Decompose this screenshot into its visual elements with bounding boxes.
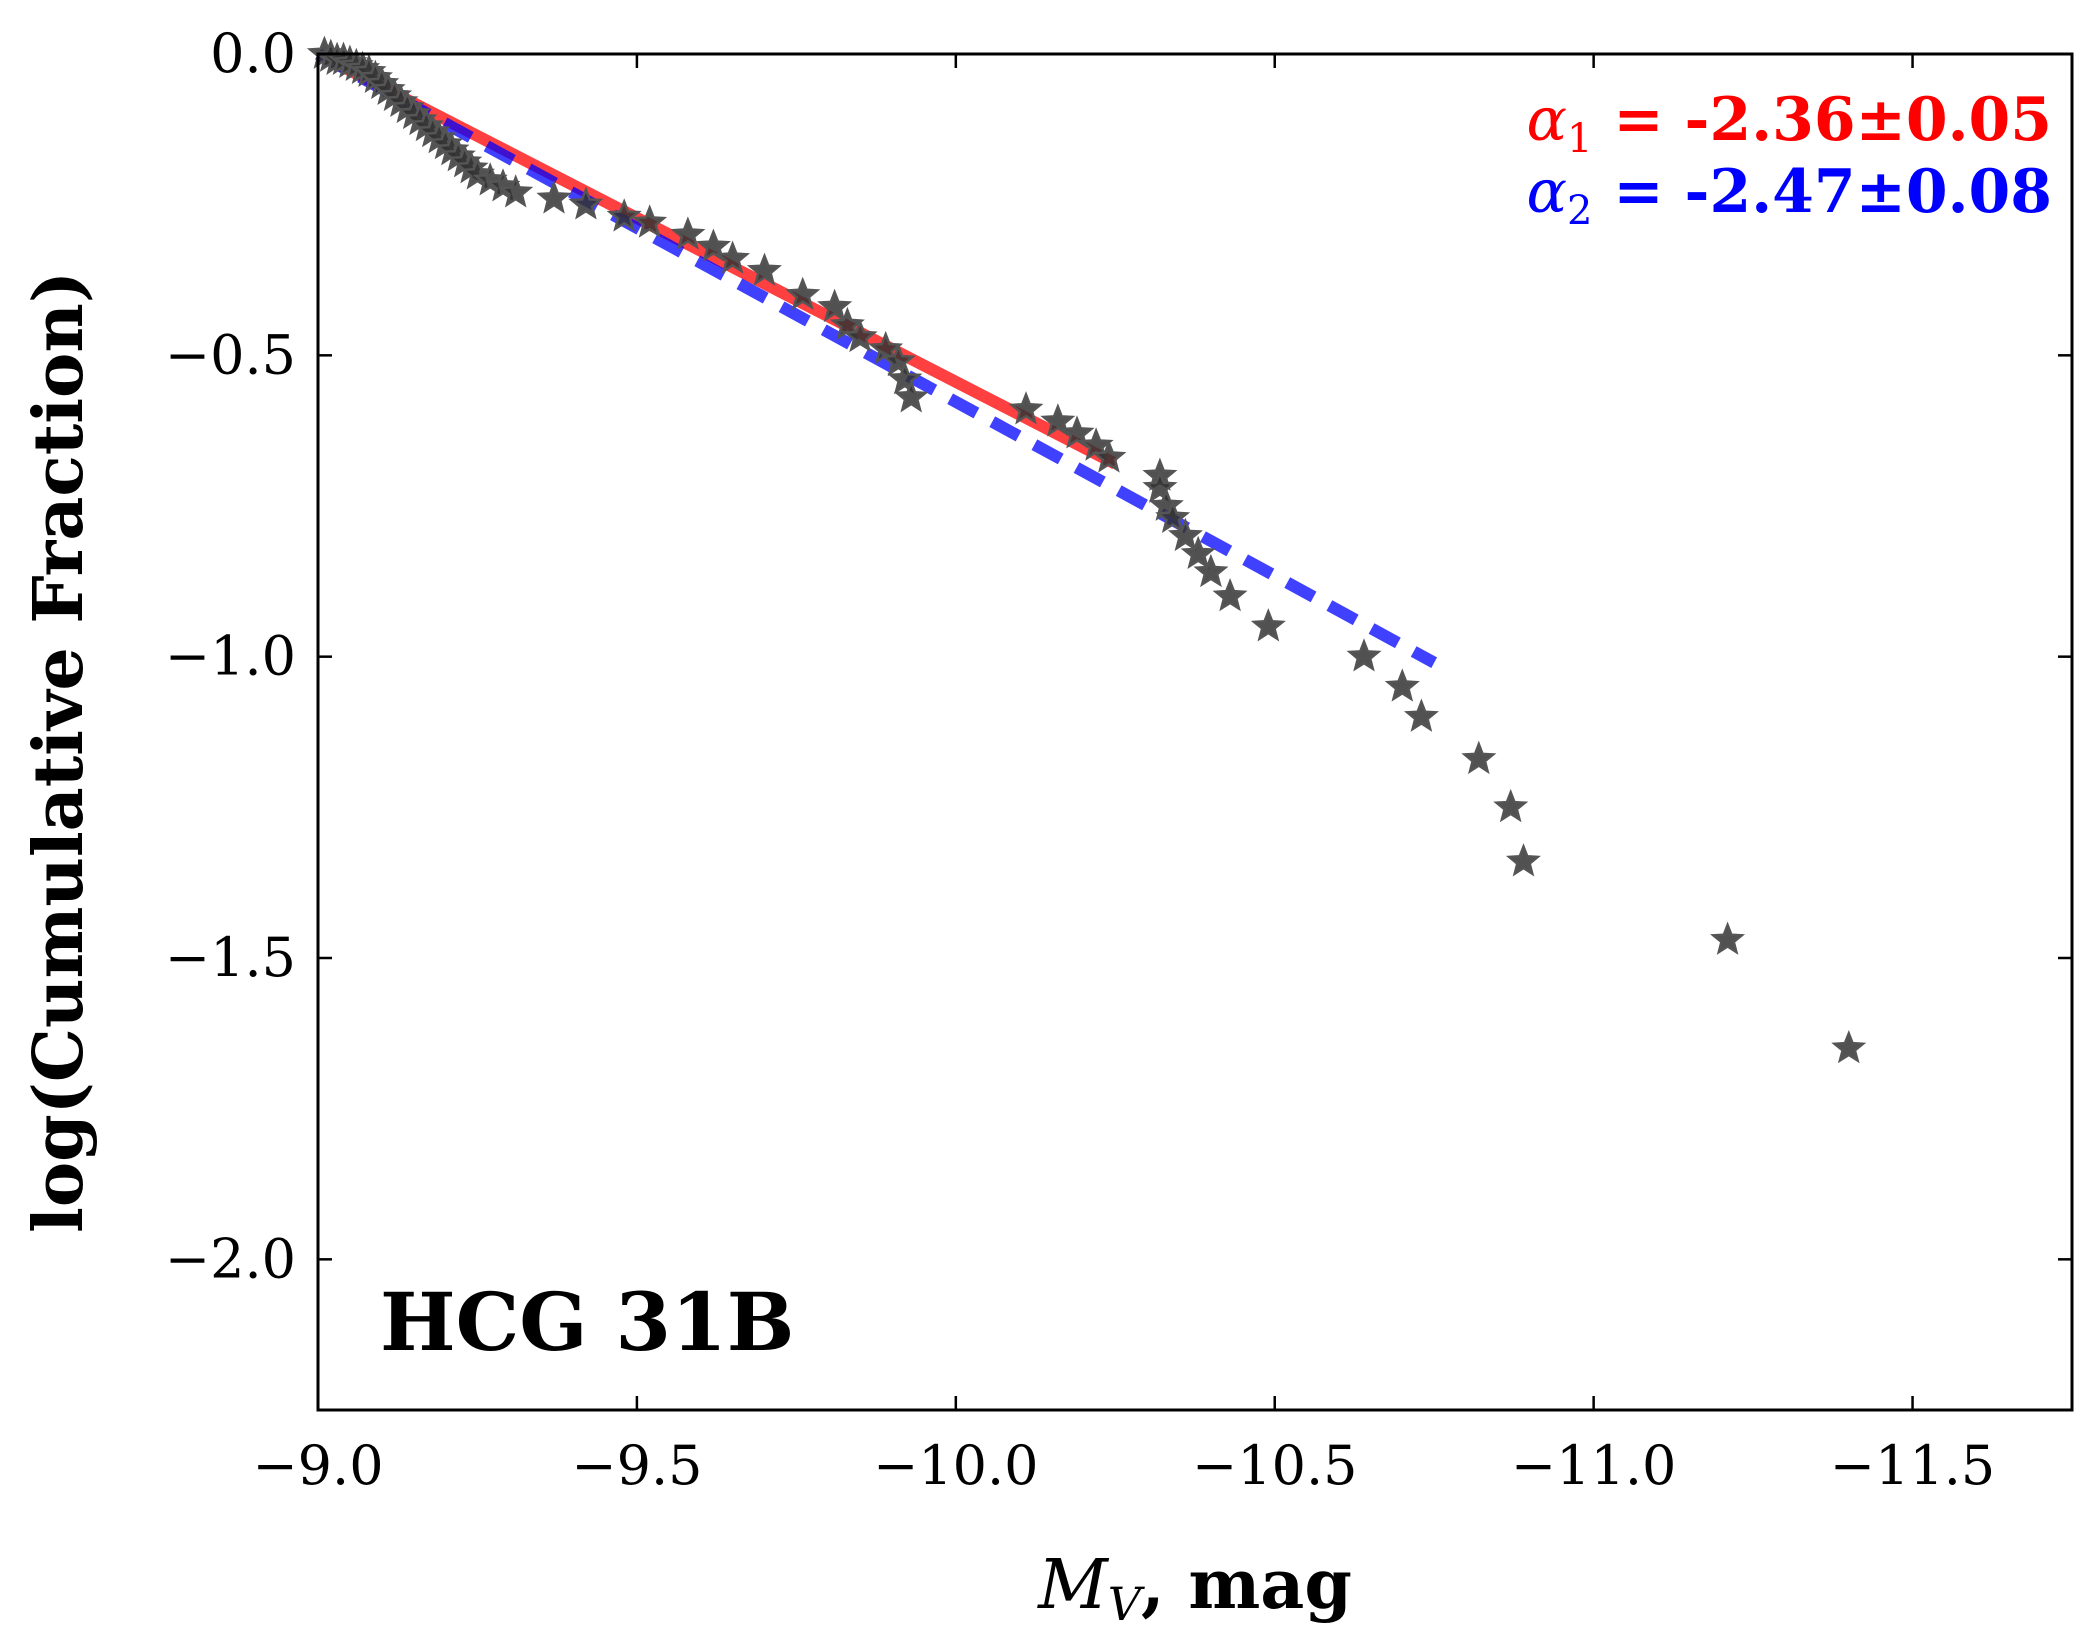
x-axis-symbol: M	[1036, 1546, 1110, 1625]
x-axis-title: MV, mag	[1036, 1545, 1352, 1631]
x-axis-unit: , mag	[1141, 1545, 1352, 1625]
data-point-star	[695, 228, 731, 262]
galaxy-label: HCG 31B	[380, 1275, 794, 1369]
data-point-star	[893, 379, 929, 413]
x-axis-subscript: V	[1108, 1577, 1146, 1631]
data-point-star	[1142, 469, 1178, 503]
data-point-star	[498, 174, 534, 208]
fit1-label: α1 = -2.36±0.05	[1527, 85, 2052, 162]
data-point-star	[1040, 403, 1076, 437]
data-point-star	[1193, 553, 1229, 588]
fit-lines-layer	[315, 48, 1438, 668]
x-tick-label: −9.5	[571, 1434, 702, 1497]
fit2-subscript: 2	[1567, 188, 1592, 234]
data-point-star	[842, 318, 878, 353]
y-tick-label: 0.0	[210, 22, 296, 85]
data-point-star	[1710, 921, 1746, 955]
data-point-star	[880, 342, 916, 377]
fit1-value: = -2.36±0.05	[1593, 85, 2053, 155]
fit1-symbol: α	[1527, 85, 1568, 155]
y-tick-label: −1.0	[165, 625, 296, 688]
x-tick-label: −9.0	[252, 1434, 383, 1497]
data-point-star	[1493, 788, 1529, 823]
plot-frame	[316, 52, 2074, 1412]
data-point-star	[568, 186, 604, 220]
data-point-star	[817, 288, 853, 323]
data-point-star	[1346, 638, 1382, 672]
fit2-symbol: α	[1527, 157, 1568, 227]
data-point-star	[1008, 391, 1044, 425]
fit2-label: α2 = -2.47±0.08	[1527, 157, 2052, 234]
data-point-star	[1384, 668, 1420, 702]
data-point-star	[785, 276, 821, 310]
fit2-line	[315, 48, 1438, 668]
data-point-star	[1505, 843, 1541, 877]
data-point-star	[632, 204, 668, 238]
data-point-star	[1167, 517, 1203, 552]
data-point-star	[887, 360, 923, 395]
x-tick-label: −11.5	[1830, 1434, 1995, 1497]
x-tick-label: −10.5	[1192, 1434, 1357, 1497]
x-tick-label: −10.0	[873, 1434, 1038, 1497]
data-point-star	[1250, 608, 1286, 642]
y-axis-title: log(Cumulative Fraction)	[19, 271, 99, 1233]
data-point-star	[1403, 698, 1439, 732]
fit1-line	[315, 48, 1119, 470]
y-tick-label: −0.5	[165, 323, 296, 386]
data-point-star	[1059, 415, 1095, 449]
data-point-star	[670, 216, 706, 250]
ticks-layer: −9.0 −9.5 −10.0 −10.5 −11.0 −11.5 0.0 −0.5 −1.0 −…	[165, 22, 2072, 1497]
fit2-value: = -2.47±0.08	[1593, 157, 2053, 227]
x-tick-label: −11.0	[1511, 1434, 1676, 1497]
data-point-star	[536, 180, 572, 214]
data-point-star	[606, 198, 642, 232]
data-point-star	[746, 252, 782, 286]
data-point-star	[1831, 1030, 1867, 1064]
data-point-star	[1155, 499, 1191, 533]
data-point-star	[1461, 740, 1497, 775]
y-tick-label: −1.5	[165, 926, 296, 989]
data-point-star	[1212, 577, 1248, 612]
data-point-star	[1091, 439, 1127, 473]
y-tick-label: −2.0	[165, 1227, 296, 1290]
data-point-star	[1180, 535, 1216, 570]
data-point-star	[715, 240, 751, 274]
fit1-subscript: 1	[1567, 116, 1592, 162]
